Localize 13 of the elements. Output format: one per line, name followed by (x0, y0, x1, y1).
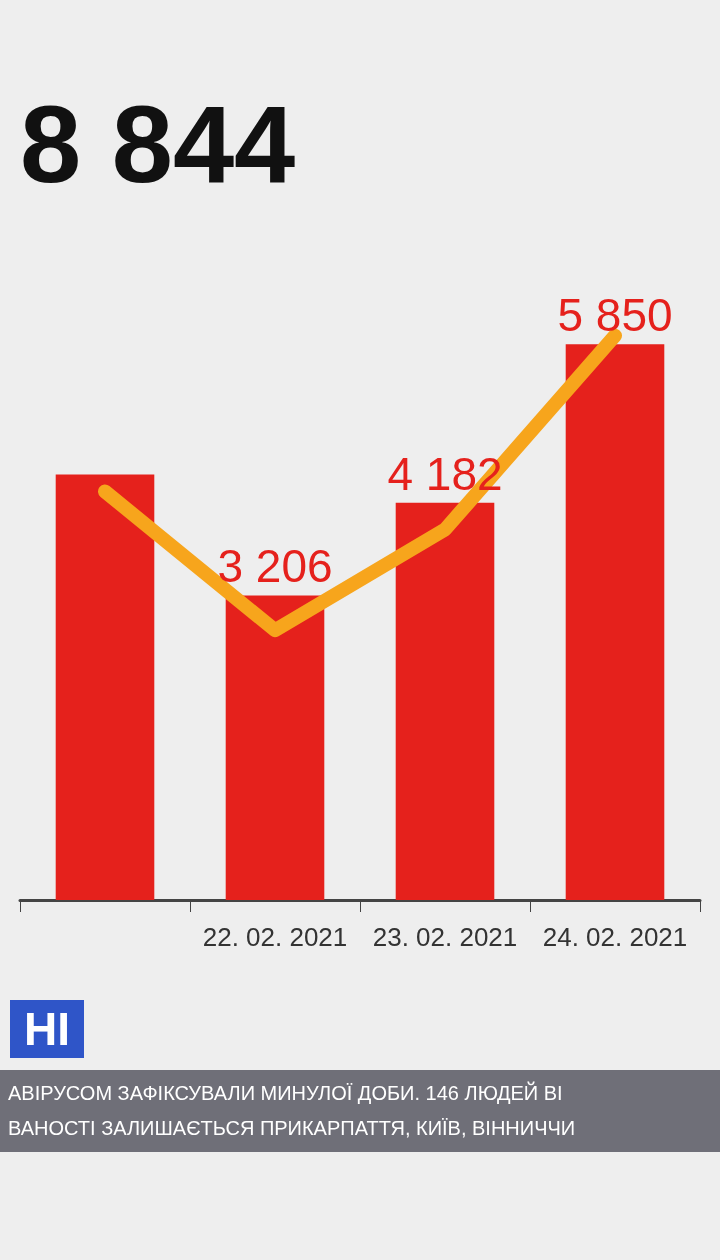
bar (395, 502, 495, 900)
bar (55, 474, 155, 900)
x-tick-label: 24. 02. 2021 (542, 922, 688, 952)
chart-title: 8 844 (20, 81, 296, 207)
text: ВАНОСТІ ЗАЛИШАЄТЬСЯ ПРИКАРПАТТЯ, КИЇВ, ВІННИЧЧИ (8, 1116, 577, 1141)
x-tick-label: 23. 02. 2021 (372, 922, 518, 952)
data-label: 5 850 (557, 289, 673, 342)
bar (225, 595, 325, 900)
x-tick-label: 22. 02. 2021 (202, 922, 348, 952)
bar (565, 344, 665, 900)
data-label: 3 206 (217, 540, 333, 593)
text: НІ (10, 1000, 84, 1058)
text: АВІРУСОМ ЗАФІКСУВАЛИ МИНУЛОЇ ДОБИ. 146 ЛЮДЕЙ ВІ (8, 1080, 564, 1106)
